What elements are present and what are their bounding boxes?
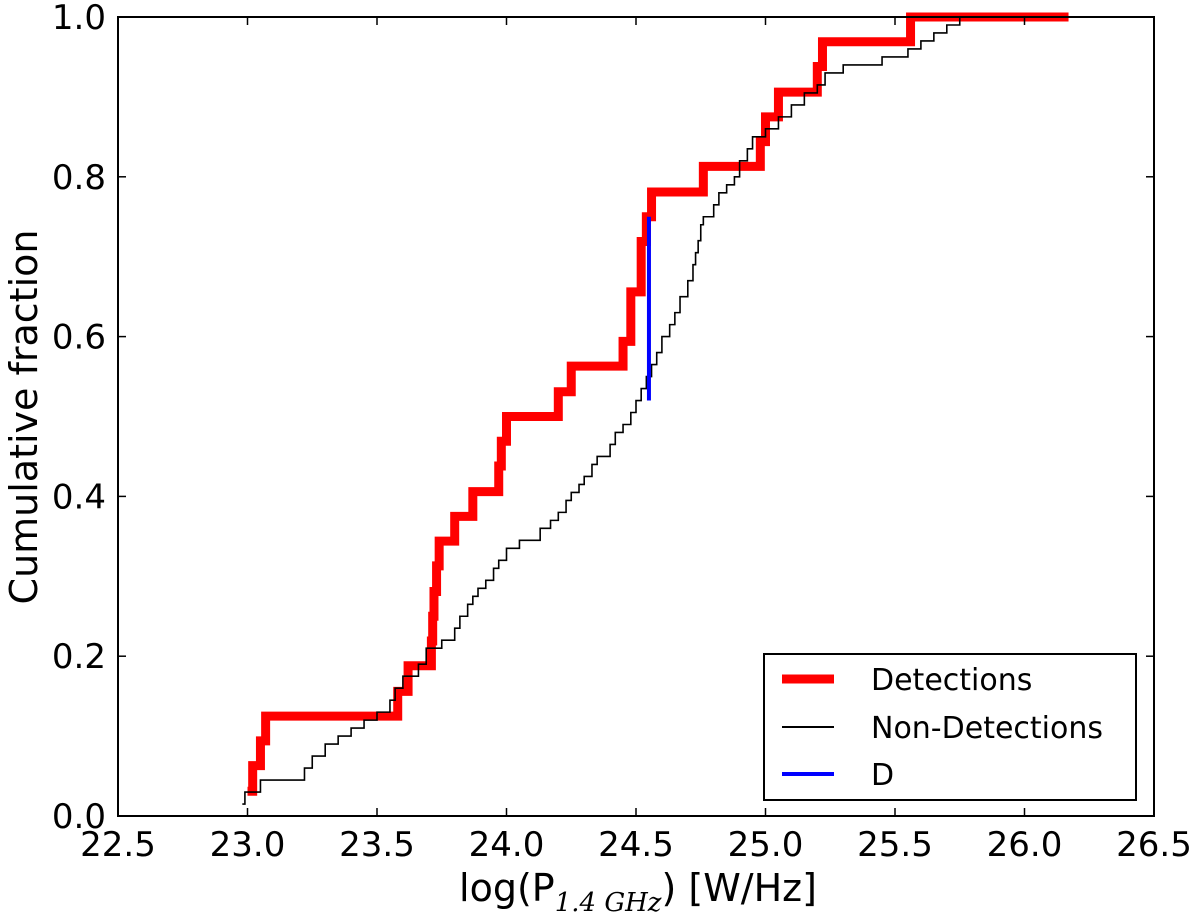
y-tick-label: 0.6 <box>52 318 106 358</box>
y-tick-label: 0.0 <box>52 797 106 837</box>
x-tick-label: 24.0 <box>469 825 545 865</box>
x-axis-title-main: log(P <box>459 866 555 910</box>
y-tick-label: 1.0 <box>52 0 106 38</box>
x-axis-title-subscript: 1.4 GHz <box>555 888 662 918</box>
legend-label-non-detections: Non-Detections <box>871 711 1103 746</box>
x-tick-label: 26.5 <box>1116 825 1192 865</box>
series-non-detections <box>242 17 961 805</box>
legend: Detections Non-Detections D <box>763 653 1137 801</box>
legend-label-d: D <box>871 758 894 793</box>
x-tick-label: 23.0 <box>210 825 286 865</box>
x-axis-title-unit: ) [W/Hz] <box>661 866 816 910</box>
x-tick-label: 22.5 <box>80 825 156 865</box>
y-tick-label: 0.4 <box>52 477 106 517</box>
x-tick-label: 25.0 <box>728 825 804 865</box>
x-tick-label: 26.0 <box>987 825 1063 865</box>
x-axis-title: log(P1.4 GHz) [W/Hz] <box>459 866 817 918</box>
x-tick-label: 23.5 <box>339 825 415 865</box>
legend-label-detections: Detections <box>871 663 1032 698</box>
series-line-non-detections <box>242 17 961 805</box>
series-layer <box>242 12 1069 805</box>
y-tick-label: 0.8 <box>52 158 106 198</box>
x-tick-label: 25.5 <box>857 825 933 865</box>
y-tick-label: 0.2 <box>52 637 106 677</box>
x-tick-label: 24.5 <box>598 825 674 865</box>
y-axis-title: Cumulative fraction <box>2 230 46 605</box>
ticks-layer: 22.5 23.0 23.5 24.0 24.5 25.0 25.5 26.0 26.5 0.0 0… <box>52 0 1192 865</box>
